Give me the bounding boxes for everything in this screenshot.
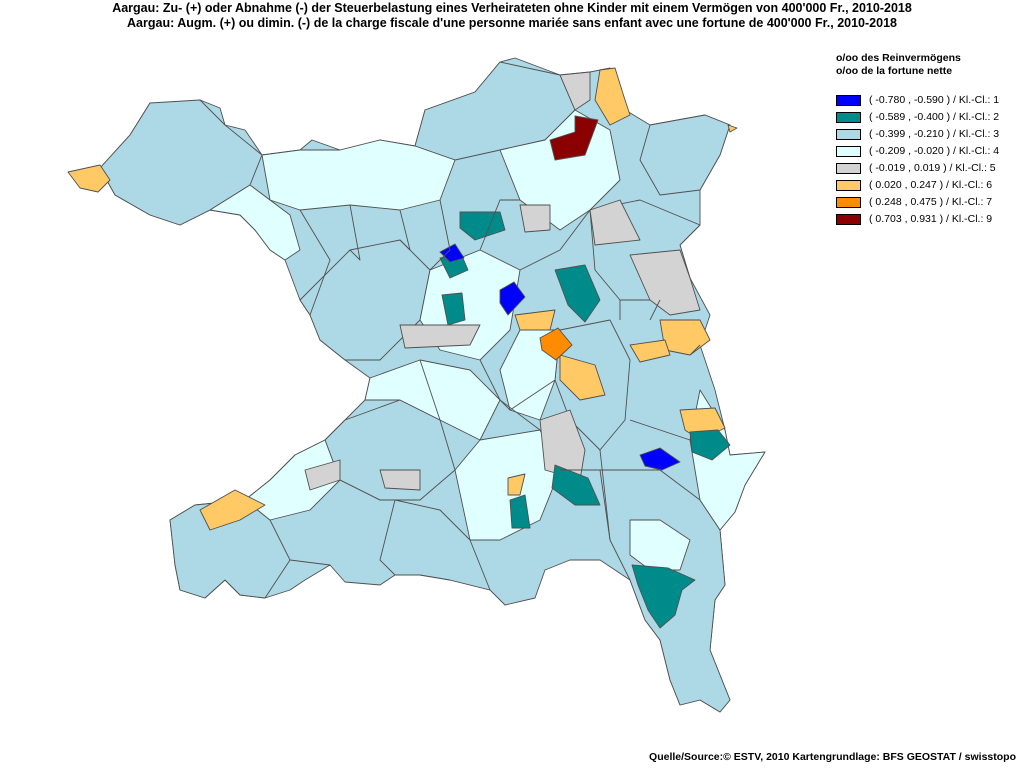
legend-swatch — [836, 196, 861, 208]
municipality-region — [727, 124, 738, 133]
legend-label: ( -0.589 , -0.400 ) / Kl.-Cl.: 2 — [869, 111, 1000, 123]
legend-item-class-2: ( -0.589 , -0.400 ) / Kl.-Cl.: 2 — [836, 110, 999, 124]
municipal-boundary — [419, 359, 441, 421]
municipality-region — [439, 243, 465, 263]
legend-label: ( 0.020 , 0.247 ) / Kl.-Cl.: 6 — [869, 179, 993, 191]
municipality-region — [629, 519, 691, 571]
municipality-region — [379, 499, 491, 591]
municipal-boundary — [689, 344, 701, 356]
municipality-region — [559, 71, 591, 111]
map-title-french: Aargau: Augm. (+) ou dimin. (-) de la ch… — [127, 16, 897, 30]
legend-label: ( 0.703 , 0.931 ) / Kl.-Cl.: 9 — [869, 213, 993, 225]
municipal-boundary — [499, 379, 556, 411]
municipality-region — [639, 114, 731, 196]
municipality-region — [689, 429, 731, 461]
municipality-region — [261, 139, 456, 211]
legend-label: ( -0.399 , -0.210 ) / Kl.-Cl.: 3 — [869, 128, 1000, 140]
municipal-boundary — [629, 419, 691, 441]
municipality-region — [639, 447, 681, 471]
municipality-region — [99, 99, 263, 226]
municipal-boundary — [649, 299, 661, 321]
legend-label: ( -0.780 , -0.590 ) / Kl.-Cl.: 1 — [869, 94, 1000, 106]
municipality-region — [507, 473, 526, 496]
municipalities — [67, 57, 766, 713]
legend-swatch — [836, 94, 861, 106]
municipal-boundary — [479, 199, 520, 251]
map-title-german: Aargau: Zu- (+) oder Abnahme (-) der Ste… — [112, 1, 912, 15]
legend-swatch — [836, 213, 861, 225]
legend-item-class-1: ( -0.780 , -0.590 ) / Kl.-Cl.: 1 — [836, 93, 999, 107]
municipality-region — [199, 489, 266, 531]
legend-item-class-4: ( -0.209 , -0.020 ) / Kl.-Cl.: 4 — [836, 144, 999, 158]
municipality-region — [209, 184, 301, 261]
legend-swatch — [836, 145, 861, 157]
legend-item-class-9: ( 0.703 , 0.931 ) / Kl.-Cl.: 9 — [836, 212, 992, 226]
municipality-region — [399, 324, 481, 349]
municipal-boundary — [519, 209, 591, 271]
municipality-region — [519, 204, 551, 233]
municipality-region — [549, 115, 599, 161]
municipality-region — [299, 239, 431, 361]
legend-item-class-7: ( 0.248 , 0.475 ) / Kl.-Cl.: 7 — [836, 195, 992, 209]
municipality-region — [594, 67, 631, 126]
municipality-region — [589, 199, 641, 246]
municipality-region — [67, 164, 111, 193]
legend-item-class-6: ( 0.020 , 0.247 ) / Kl.-Cl.: 6 — [836, 178, 992, 192]
municipal-boundary — [399, 209, 411, 251]
municipal-boundary — [289, 559, 331, 566]
legend-swatch — [836, 179, 861, 191]
legend-item-class-3: ( -0.399 , -0.210 ) / Kl.-Cl.: 3 — [836, 127, 999, 141]
municipality-region — [629, 249, 701, 316]
municipal-boundary — [349, 204, 361, 261]
municipality-region — [441, 292, 466, 326]
municipality-region — [379, 469, 421, 491]
municipality-region — [539, 409, 586, 481]
municipal-boundary — [599, 449, 611, 541]
municipality-region — [499, 281, 526, 316]
legend-label: ( -0.019 , 0.019 ) / Kl.-Cl.: 5 — [869, 162, 996, 174]
legend-swatch — [836, 128, 861, 140]
municipal-boundary — [339, 479, 395, 501]
municipality-region — [509, 494, 531, 529]
legend-title-german: o/oo des Reinvermögens — [836, 52, 961, 64]
legend-label: ( -0.209 , -0.020 ) / Kl.-Cl.: 4 — [869, 145, 1000, 157]
legend-label: ( 0.248 , 0.475 ) / Kl.-Cl.: 7 — [869, 196, 993, 208]
municipal-boundary — [299, 209, 331, 316]
municipality-region — [554, 264, 601, 323]
municipality-region — [629, 339, 671, 363]
legend-item-class-5: ( -0.019 , 0.019 ) / Kl.-Cl.: 5 — [836, 161, 996, 175]
source-credit: Quelle/Source:© ESTV, 2010 Kartengrundla… — [649, 751, 1016, 763]
municipality-region — [551, 464, 601, 506]
municipal-boundary — [429, 199, 451, 271]
legend-title-french: o/oo de la fortune nette — [836, 65, 953, 77]
municipality-region — [459, 211, 506, 241]
municipality-region — [631, 564, 696, 629]
municipality-region — [244, 439, 341, 521]
municipality-region — [539, 327, 573, 361]
legend-swatch — [836, 111, 861, 123]
municipality-region — [559, 354, 606, 401]
municipality-region — [514, 309, 556, 331]
legend-swatch — [836, 162, 861, 174]
